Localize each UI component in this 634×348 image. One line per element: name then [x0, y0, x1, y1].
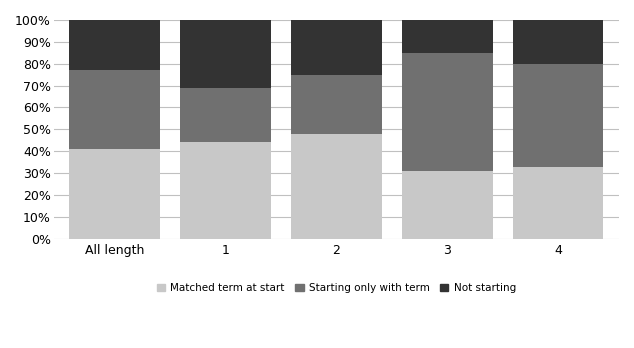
Legend: Matched term at start, Starting only with term, Not starting: Matched term at start, Starting only wit…	[153, 279, 520, 297]
Bar	[180, 88, 271, 142]
Bar	[512, 167, 604, 239]
Bar	[69, 20, 160, 70]
Bar	[180, 20, 271, 88]
Bar	[402, 171, 493, 239]
Bar	[180, 142, 271, 239]
Bar	[402, 53, 493, 171]
Bar	[512, 20, 604, 64]
Bar	[402, 20, 493, 53]
Bar	[512, 64, 604, 167]
Bar	[291, 134, 382, 239]
Bar	[69, 70, 160, 149]
Bar	[291, 75, 382, 134]
Bar	[291, 20, 382, 75]
Bar	[69, 149, 160, 239]
